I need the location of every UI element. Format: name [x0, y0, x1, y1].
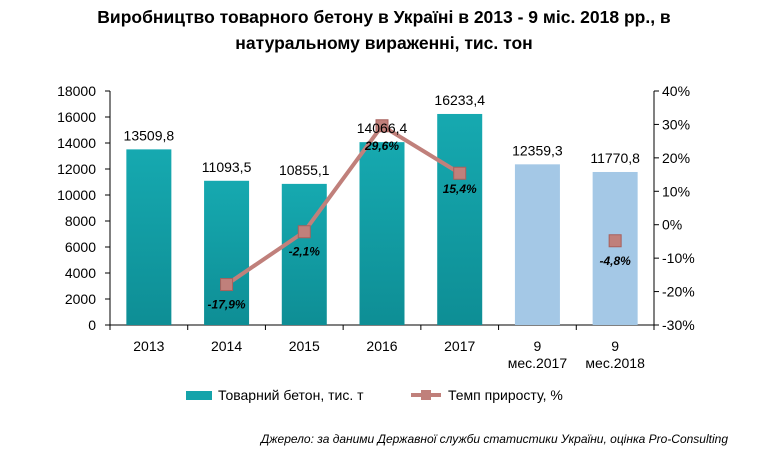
growth-rate-label: -4,8% [599, 254, 631, 268]
left-tick-label: 8000 [65, 213, 96, 229]
bar-value-label: 12359,3 [512, 142, 563, 158]
bar-value-label: 11770,8 [590, 150, 640, 166]
growth-rate-marker [375, 119, 389, 133]
left-tick-label: 10000 [57, 187, 96, 203]
x-tick-label: 9 мес.2017 [508, 338, 568, 371]
bar-value-label: 13509,8 [124, 127, 175, 143]
x-tick-label: 2015 [289, 338, 320, 354]
bar [592, 171, 638, 325]
x-tick-label: 2017 [444, 338, 475, 354]
right-tick-label: 0% [662, 217, 682, 233]
right-tick-label: -20% [662, 284, 695, 300]
left-tick-label: 6000 [65, 239, 96, 255]
bar-value-label: 11093,5 [202, 159, 252, 175]
chart-title-line-2: натуральному вираженні, тис. тон [235, 33, 533, 53]
growth-rate-marker [608, 234, 622, 248]
right-tick-label: 10% [662, 183, 690, 199]
growth-rate-label: 29,6% [364, 139, 399, 153]
left-tick-label: 14000 [57, 135, 96, 151]
bar [437, 113, 483, 326]
bar [514, 164, 560, 325]
growth-rate-marker [453, 166, 467, 180]
growth-rate-marker [220, 278, 234, 292]
bar [359, 142, 405, 325]
bar-value-label: 16233,4 [434, 92, 485, 108]
growth-rate-label: 15,4% [443, 182, 477, 196]
left-tick-label: 4000 [65, 265, 96, 281]
bar [126, 149, 172, 325]
chart-title-line-1: Виробництво товарного бетону в Україні в… [97, 7, 671, 27]
left-tick-label: 2000 [65, 291, 96, 307]
x-tick-label: 2013 [133, 338, 164, 354]
bar [204, 180, 250, 325]
right-tick-label: -30% [662, 317, 695, 333]
right-tick-label: 20% [662, 150, 690, 166]
legend-swatch-bar [186, 391, 212, 400]
right-tick-label: -10% [662, 250, 695, 266]
x-tick-label: 2014 [211, 338, 242, 354]
legend-label-line: Темп приросту, % [448, 387, 563, 403]
left-tick-label: 12000 [57, 161, 96, 177]
left-tick-label: 18000 [57, 83, 96, 99]
source-note: Джерело: за даними Державної служби стат… [260, 432, 728, 446]
legend-label-bar: Товарний бетон, тис. т [218, 387, 364, 403]
growth-rate-line [225, 123, 461, 287]
left-tick-label: 0 [88, 317, 96, 333]
x-tick-label: 9 мес.2018 [585, 338, 645, 371]
left-tick-label: 16000 [57, 109, 96, 125]
right-tick-label: 40% [662, 83, 690, 99]
growth-rate-label: -2,1% [289, 245, 321, 259]
x-tick-label: 2016 [366, 338, 397, 354]
growth-rate-marker [297, 225, 311, 239]
legend-swatch-marker [421, 390, 431, 400]
right-tick-label: 30% [662, 116, 690, 132]
chart-title: Виробництво товарного бетону в Україні в… [0, 4, 768, 56]
bar-value-label: 14066,4 [357, 120, 408, 136]
bar-value-label: 10855,1 [279, 162, 330, 178]
growth-rate-label: -17,9% [208, 298, 246, 312]
bar [281, 183, 327, 325]
